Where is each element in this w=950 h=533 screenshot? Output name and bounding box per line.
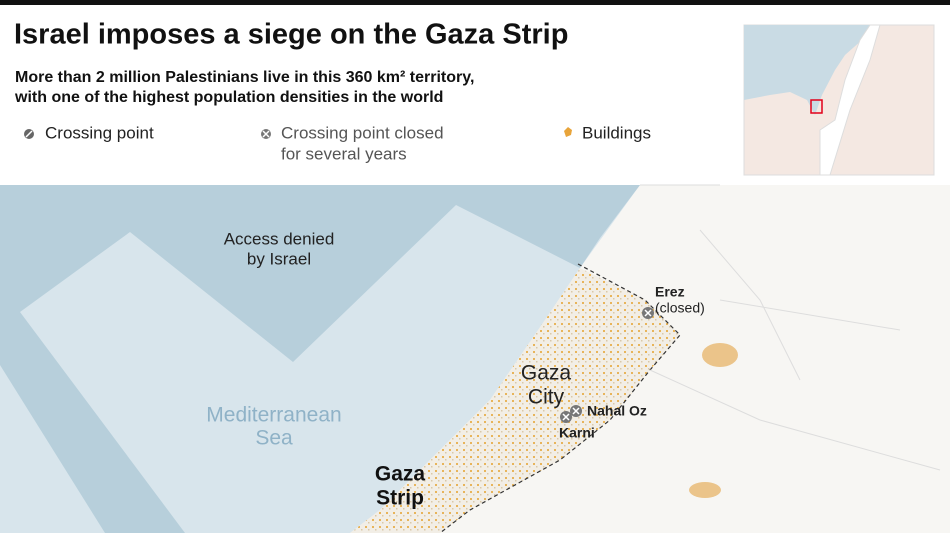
crossing-marker-cross [572,407,580,415]
top-bar [0,0,950,5]
buildings-icon [564,127,572,137]
crossing-icon-slash [25,130,33,138]
crossing-marker-cross [562,413,570,421]
city-label: Gaza [521,362,572,385]
crossing-label: (closed) [655,300,705,316]
legend-label: Crossing point closed [281,123,444,142]
closed-crossing-cross [262,130,270,138]
crossing-label: Erez [655,284,685,300]
subtitle-line: More than 2 million Palestinians live in… [15,69,474,86]
legend-label: Buildings [582,123,651,142]
main-map: Access denied by Israel Mediterranean Se… [0,184,950,533]
region-label: Strip [376,487,424,510]
legend: Crossing point Crossing point closed for… [24,123,651,163]
restricted-zone [0,185,640,533]
gaza-strip [350,268,680,533]
city-label: City [528,386,565,409]
title: Israel imposes a siege on the Gaza Strip [14,19,568,51]
town [702,343,738,367]
inset-locator [810,99,823,114]
crossing-label: Karni [559,425,595,441]
zone-label: by Israel [247,249,311,268]
legend-label: for several years [281,144,407,163]
inset-map [743,24,935,176]
border [439,263,681,533]
inset-sea [744,25,870,115]
roads [640,184,941,471]
legend-label: Crossing point [45,123,154,142]
town [689,482,721,498]
region-label: Gaza [375,463,426,486]
sea-label: Mediterranean [206,404,341,427]
sea [0,185,640,533]
inset-country [819,24,881,176]
crossing-label: Nahal Oz [587,403,647,419]
zone-label: Access denied [224,229,335,248]
crossing-marker-cross [644,309,652,317]
sea-label: Sea [255,427,293,450]
subtitle-line: with one of the highest population densi… [14,89,443,106]
